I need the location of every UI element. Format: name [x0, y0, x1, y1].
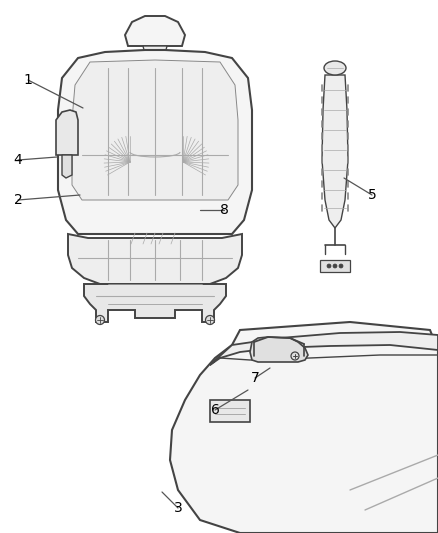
Text: 4: 4: [14, 153, 22, 167]
Circle shape: [333, 264, 337, 268]
Text: 1: 1: [24, 73, 32, 87]
Text: 3: 3: [173, 501, 182, 515]
Polygon shape: [58, 50, 252, 234]
Polygon shape: [322, 75, 348, 228]
Polygon shape: [170, 322, 438, 533]
Text: 2: 2: [14, 193, 22, 207]
Polygon shape: [84, 284, 226, 322]
Circle shape: [95, 316, 105, 325]
Text: 8: 8: [219, 203, 229, 217]
Text: 6: 6: [211, 403, 219, 417]
Circle shape: [339, 264, 343, 268]
Ellipse shape: [324, 61, 346, 75]
Polygon shape: [210, 332, 438, 365]
Polygon shape: [72, 60, 238, 200]
Polygon shape: [62, 155, 72, 178]
Polygon shape: [143, 46, 167, 58]
Polygon shape: [0, 0, 438, 300]
Circle shape: [205, 316, 215, 325]
FancyBboxPatch shape: [210, 400, 250, 422]
Polygon shape: [68, 234, 242, 284]
Circle shape: [291, 352, 299, 360]
Polygon shape: [56, 110, 78, 155]
Polygon shape: [250, 337, 308, 362]
Polygon shape: [320, 260, 350, 272]
Text: 7: 7: [251, 371, 259, 385]
Text: 5: 5: [367, 188, 376, 202]
Circle shape: [327, 264, 331, 268]
Polygon shape: [125, 16, 185, 46]
